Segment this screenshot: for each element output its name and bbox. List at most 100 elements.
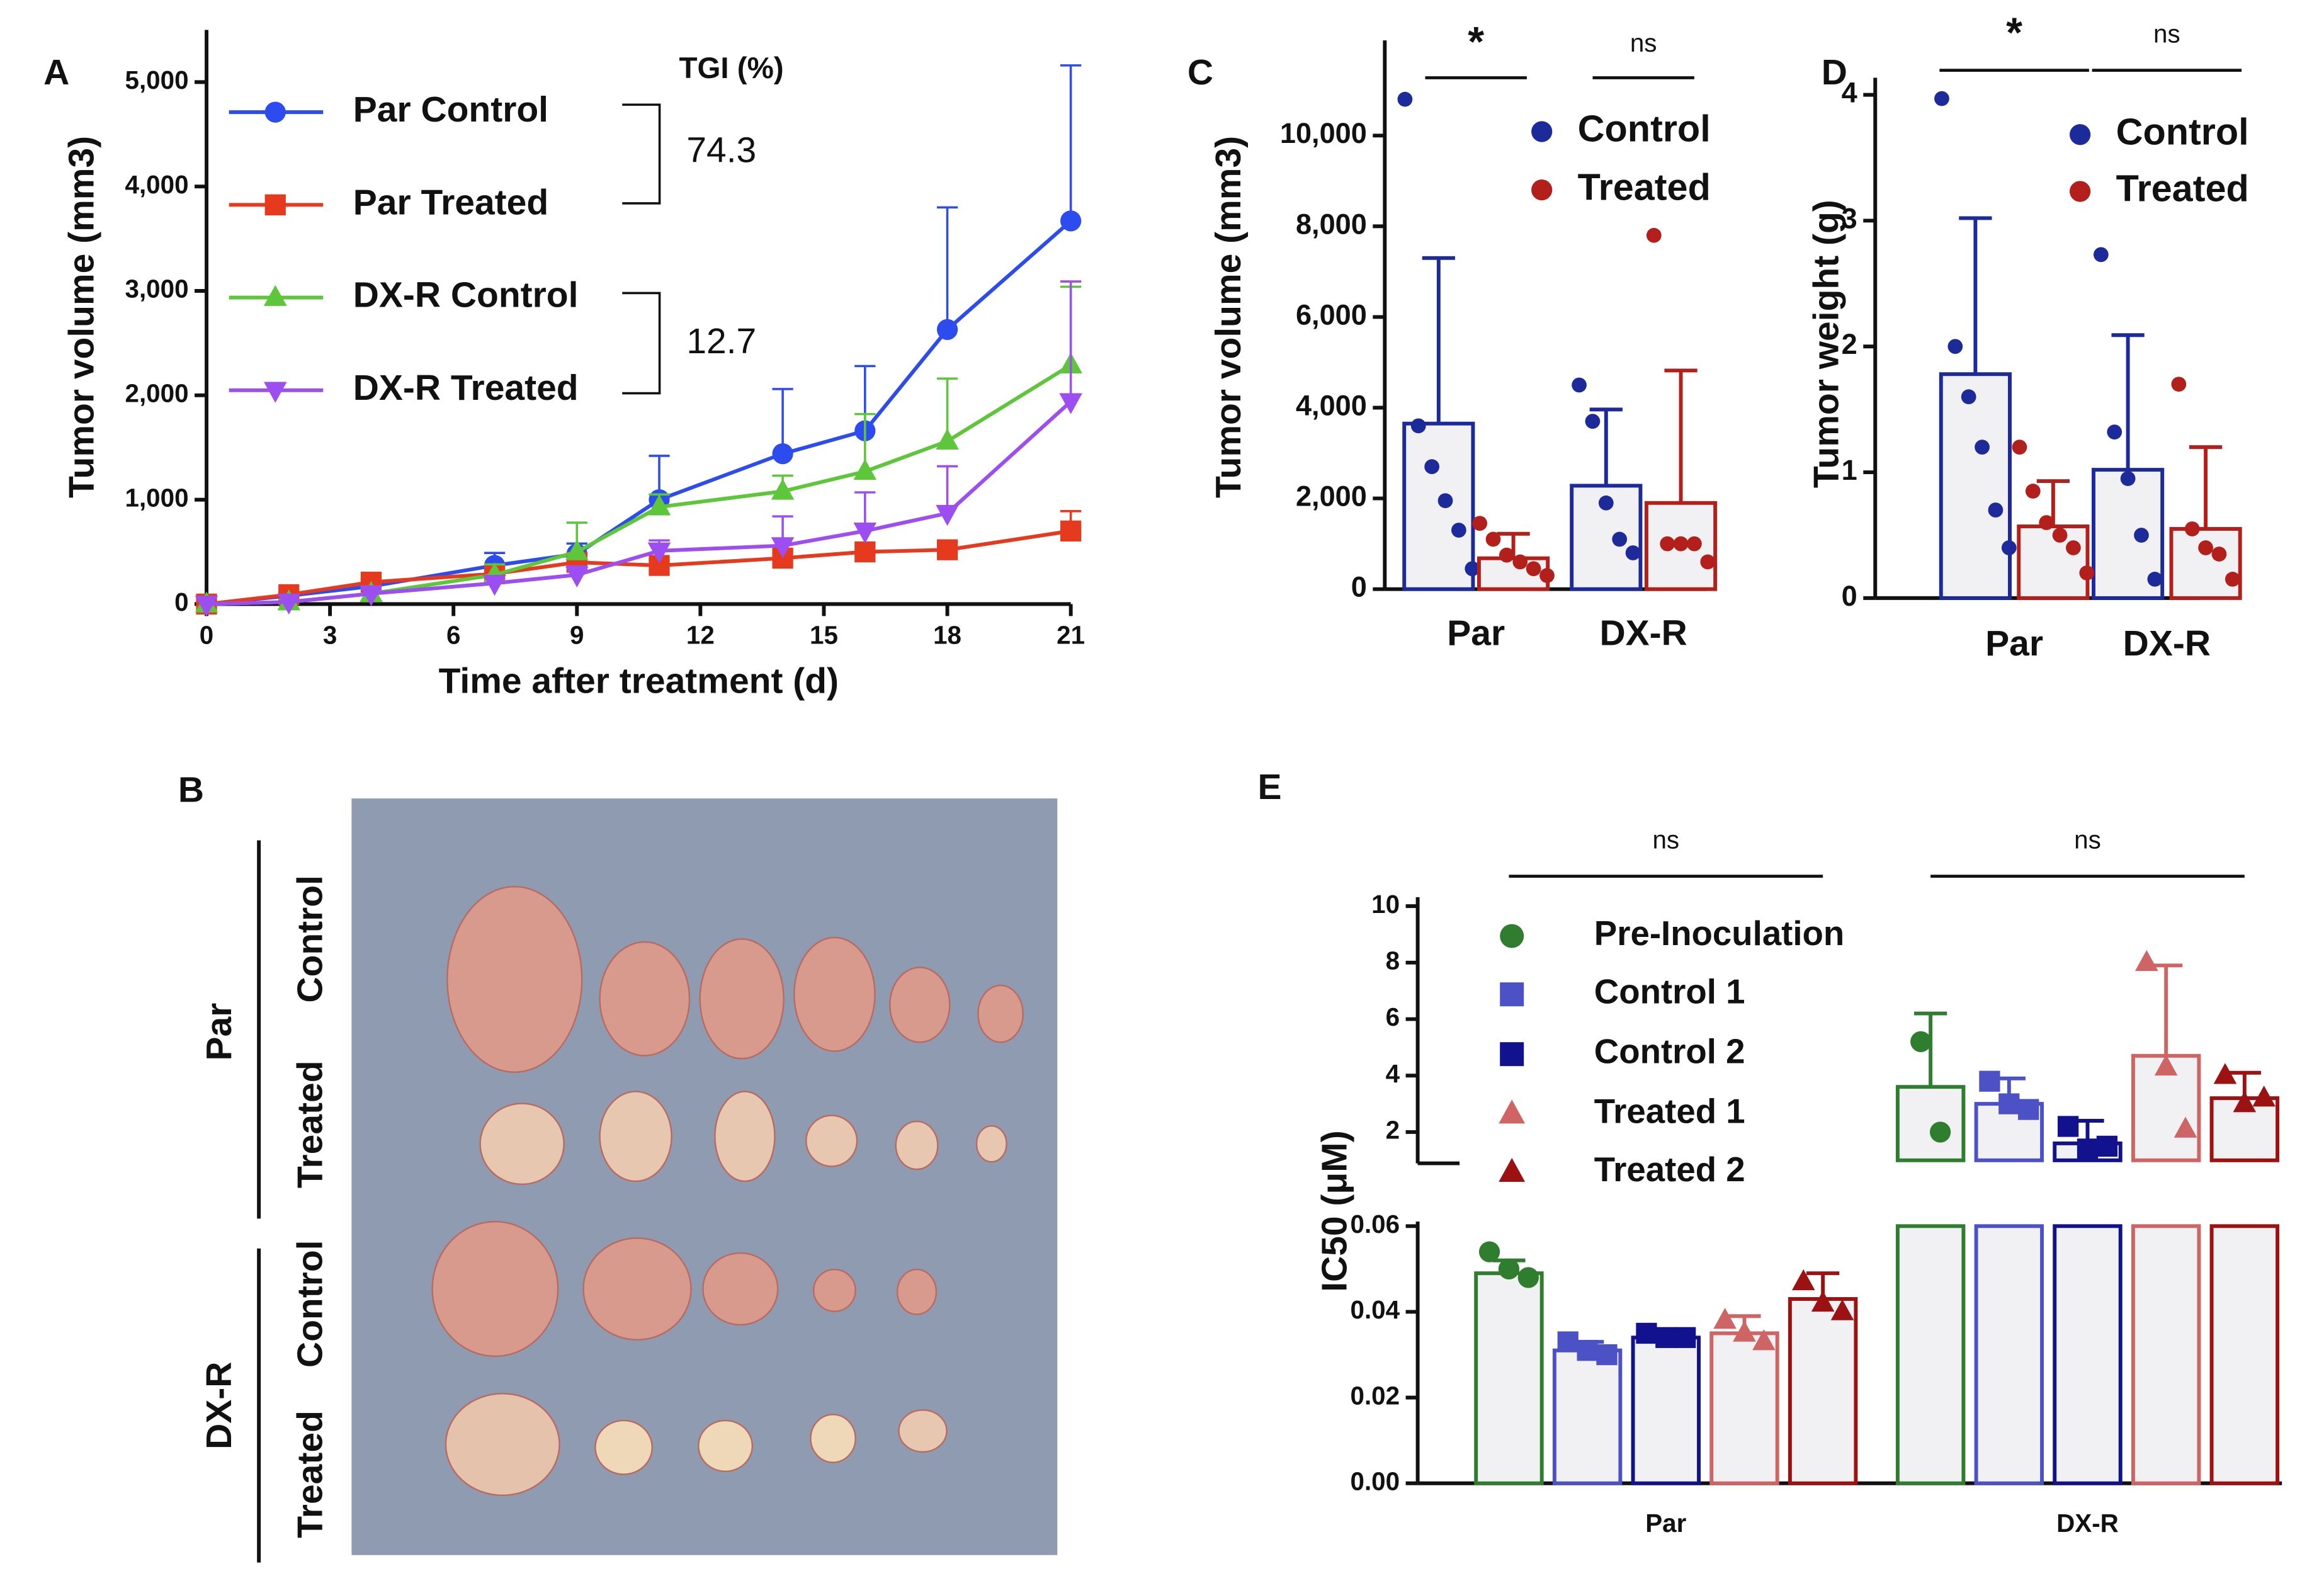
bracket bbox=[622, 103, 661, 205]
marker bbox=[1625, 545, 1641, 560]
y-tick-label: 3,000 bbox=[125, 275, 189, 303]
marker bbox=[1646, 227, 1662, 243]
significance: * bbox=[1468, 19, 1484, 65]
x-tick-label: Par bbox=[1645, 1509, 1686, 1538]
y-tick-label: 2 bbox=[1386, 1116, 1400, 1145]
panel-label: B bbox=[178, 770, 204, 810]
bar bbox=[1895, 1224, 1966, 1485]
marker bbox=[263, 285, 287, 306]
marker bbox=[483, 574, 506, 596]
panel-label: A bbox=[43, 52, 69, 93]
row-label: Treated bbox=[290, 1060, 331, 1188]
marker bbox=[1975, 439, 1990, 455]
bar bbox=[1939, 372, 2012, 600]
marker bbox=[1947, 339, 1963, 354]
legend-label: DX-R Control bbox=[353, 275, 579, 315]
marker bbox=[2069, 181, 2091, 202]
marker bbox=[853, 458, 877, 480]
marker bbox=[2233, 1091, 2257, 1113]
marker bbox=[2018, 1099, 2039, 1120]
marker bbox=[263, 382, 287, 403]
marker bbox=[1472, 516, 1488, 531]
marker bbox=[1500, 924, 1524, 948]
bar bbox=[1552, 1348, 1623, 1485]
bar bbox=[2131, 1224, 2201, 1485]
bar bbox=[2209, 1224, 2280, 1485]
row-label: Treated bbox=[290, 1410, 331, 1538]
y-tick-label: 0.00 bbox=[1351, 1466, 1400, 1495]
y-tick-label: 6,000 bbox=[1296, 298, 1367, 331]
marker bbox=[1499, 547, 1514, 563]
row-label: Control bbox=[290, 875, 331, 1003]
panel-label: D bbox=[1822, 52, 1847, 93]
y-tick-label: 8 bbox=[1386, 946, 1400, 975]
bar bbox=[1788, 1297, 1858, 1485]
marker bbox=[1655, 1327, 1677, 1348]
marker bbox=[771, 537, 795, 558]
legend-label: Control bbox=[1578, 108, 1711, 150]
marker bbox=[936, 319, 958, 340]
x-tick-label: 15 bbox=[810, 620, 838, 649]
x-tick-label: 3 bbox=[323, 620, 337, 649]
y-axis-title: Tumor volume (mm3) bbox=[61, 136, 101, 498]
marker bbox=[1673, 536, 1689, 552]
marker bbox=[2093, 247, 2109, 263]
marker bbox=[936, 539, 958, 560]
x-tick-label: 12 bbox=[686, 620, 715, 649]
marker bbox=[2052, 528, 2068, 543]
y-tick-label: 1,000 bbox=[125, 483, 189, 512]
marker bbox=[647, 542, 671, 564]
marker bbox=[565, 539, 589, 560]
marker bbox=[1791, 1269, 1815, 1291]
marker bbox=[1531, 179, 1553, 201]
marker bbox=[2066, 540, 2081, 555]
marker bbox=[195, 596, 218, 617]
significance: ns bbox=[1630, 28, 1657, 57]
marker bbox=[1539, 568, 1555, 583]
y-axis-title: Tumor weight (g) bbox=[1806, 200, 1847, 488]
marker bbox=[277, 593, 301, 615]
marker bbox=[565, 566, 589, 587]
marker bbox=[2096, 1135, 2117, 1157]
marker bbox=[1557, 1331, 1579, 1352]
x-tick-label: 6 bbox=[446, 620, 460, 649]
marker bbox=[2057, 1116, 2079, 1137]
marker bbox=[1811, 1290, 1835, 1312]
marker bbox=[1577, 1340, 1598, 1361]
legend-label: Control 2 bbox=[1594, 1033, 1745, 1071]
legend-label: Treated bbox=[2116, 167, 2249, 210]
marker bbox=[1060, 520, 1082, 541]
group-label: DX-R bbox=[199, 1362, 239, 1449]
marker bbox=[1961, 389, 1976, 405]
marker bbox=[1733, 1320, 1756, 1342]
marker bbox=[360, 585, 383, 606]
marker bbox=[2252, 1086, 2276, 1107]
x-axis-title: Time after treatment (d) bbox=[439, 660, 839, 701]
y-tick-label: 2,000 bbox=[1296, 480, 1367, 513]
y-tick-label: 5,000 bbox=[125, 65, 189, 94]
x-tick-label: 21 bbox=[1057, 620, 1085, 649]
y-tick-label: 4 bbox=[1842, 77, 1857, 109]
y-tick-label: 0 bbox=[1351, 571, 1367, 603]
y-tick-label: 0.02 bbox=[1351, 1381, 1400, 1410]
bracket bbox=[622, 292, 661, 395]
x-tick-label: DX-R bbox=[1600, 613, 1687, 653]
significance: ns bbox=[1652, 825, 1679, 854]
marker bbox=[2211, 547, 2227, 562]
marker bbox=[1687, 536, 1702, 552]
panel-label: C bbox=[1188, 52, 1213, 93]
marker bbox=[2184, 521, 2200, 536]
marker bbox=[2001, 540, 2017, 555]
marker bbox=[2134, 528, 2149, 543]
photo-panel: B Par DX-R Control Treated Control Treat… bbox=[178, 770, 1058, 1563]
marker bbox=[1636, 1322, 1657, 1344]
marker bbox=[1499, 1099, 1526, 1124]
marker bbox=[1531, 121, 1553, 142]
marker bbox=[1934, 91, 1949, 106]
y-tick-label: 6 bbox=[1386, 1002, 1400, 1031]
legend-label: Treated 2 bbox=[1594, 1150, 1745, 1189]
x-tick-label: DX-R bbox=[2056, 1509, 2119, 1538]
marker bbox=[1675, 1327, 1696, 1348]
y-tick-label: 1 bbox=[1842, 454, 1857, 486]
marker bbox=[771, 479, 795, 500]
